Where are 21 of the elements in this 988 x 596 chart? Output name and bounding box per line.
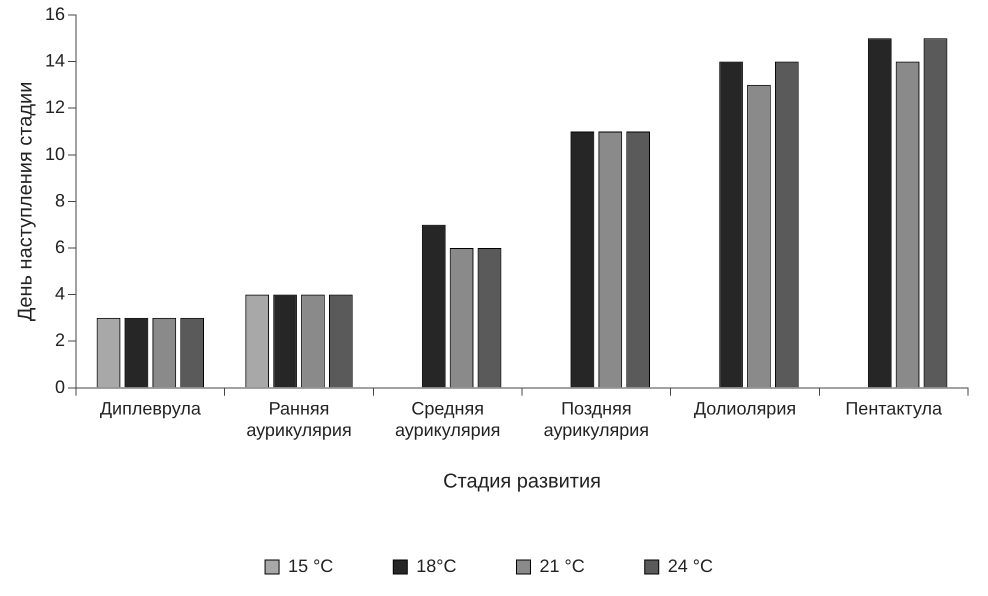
x-tick-label: Ранняя аурикулярия bbox=[246, 398, 352, 440]
y-tick-label: 0 bbox=[55, 376, 66, 397]
y-tick-label: 12 bbox=[44, 97, 66, 118]
x-tick-label: Пентактула bbox=[845, 398, 943, 419]
y-tick-label: 10 bbox=[44, 144, 66, 164]
y-tick-label: 14 bbox=[44, 50, 66, 71]
x-tick-label: Диплеврула bbox=[100, 398, 202, 419]
x-tick-label: Средняя аурикулярия bbox=[394, 398, 500, 440]
y-tick-label: 8 bbox=[55, 190, 66, 210]
x-tick-label: Поздняя аурикулярия bbox=[544, 398, 650, 440]
legend-label: 24 °C bbox=[668, 556, 713, 576]
y-tick-label: 2 bbox=[55, 330, 66, 350]
y-axis-title: День наступления стадии bbox=[14, 82, 37, 322]
x-axis-title: Стадия развития bbox=[443, 470, 601, 493]
y-tick-label: 4 bbox=[55, 284, 66, 304]
y-tick-label: 16 bbox=[44, 4, 66, 24]
legend-label: 18°C bbox=[416, 556, 456, 576]
legend-label: 21 °C bbox=[540, 556, 585, 576]
legend-label: 15 °C bbox=[288, 556, 334, 576]
y-tick-label: 6 bbox=[55, 236, 66, 257]
x-tick-label: Долиолярия bbox=[694, 398, 796, 419]
